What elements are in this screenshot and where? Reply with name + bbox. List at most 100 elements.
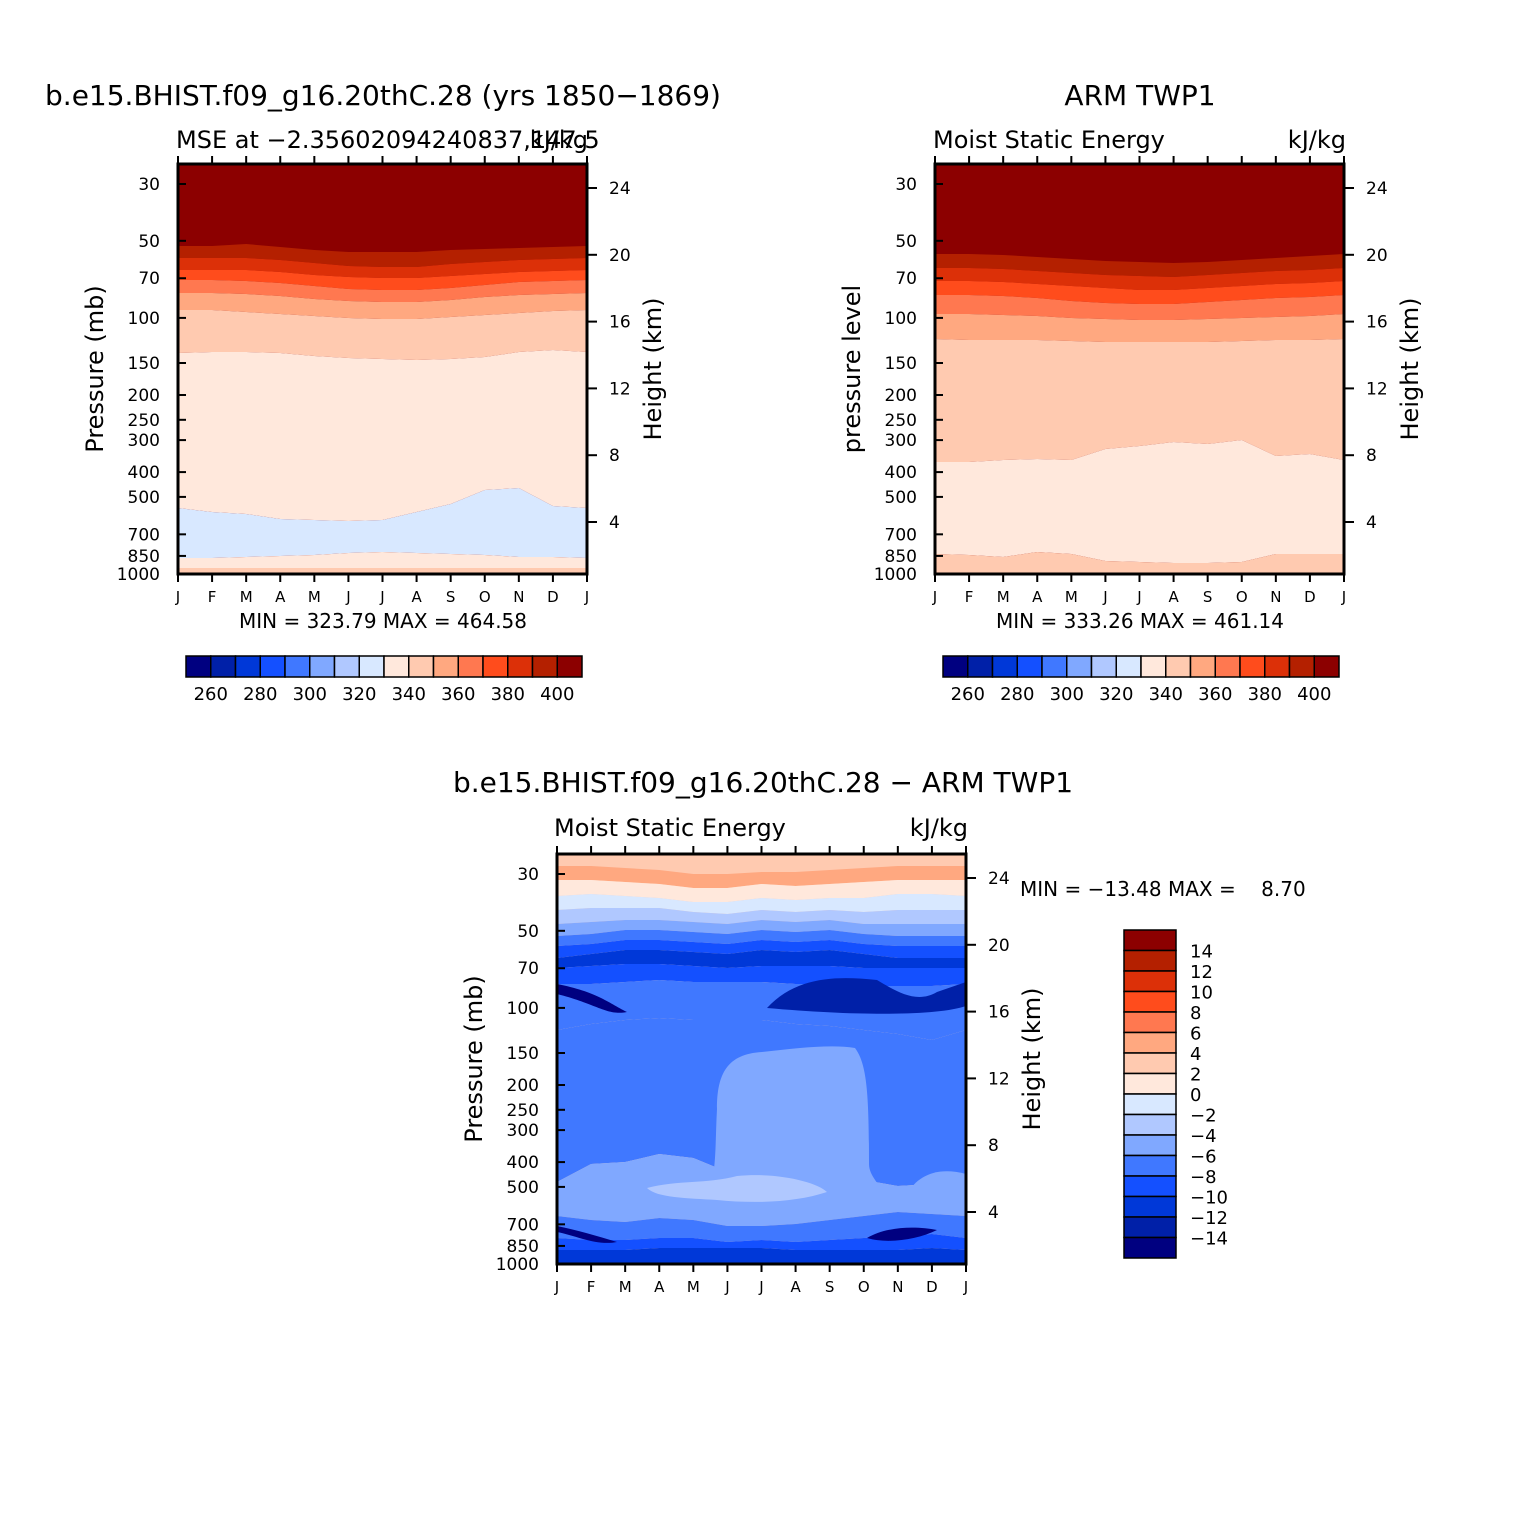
colorbar-swatch — [1123, 1031, 1177, 1054]
pressure-tick-label: 50 — [138, 232, 160, 252]
month-tick-label: N — [513, 588, 524, 606]
panel-obs-ylabel: pressure level — [838, 285, 866, 453]
month-tick-label: S — [825, 1278, 835, 1296]
colorbar-swatch — [259, 655, 286, 678]
colorbar-swatch — [333, 655, 360, 678]
panel-diff-title: b.e15.BHIST.f09_g16.20thC.28 − ARM TWP1 — [453, 766, 1073, 799]
panel-diff: b.e15.BHIST.f09_g16.20thC.28 − ARM TWP1 … — [453, 766, 1306, 1296]
panel-obs-contours — [935, 164, 1344, 574]
colorbar-label: −6 — [1190, 1147, 1217, 1168]
month-tick-label: D — [547, 588, 559, 606]
band-370 — [935, 281, 1344, 304]
band-350 — [178, 293, 587, 319]
month-tick-label: A — [790, 1278, 801, 1296]
month-tick-label: J — [1341, 588, 1346, 606]
colorbar-swatch — [1140, 655, 1167, 678]
panel-obs-left-subtitle: Moist Static Energy — [933, 126, 1165, 154]
band-320 — [178, 488, 587, 558]
pressure-tick-label: 150 — [507, 1044, 539, 1064]
height-tick-label: 12 — [609, 379, 631, 399]
panel-model-units: kJ/kg — [530, 126, 588, 154]
pressure-tick-label: 300 — [507, 1121, 539, 1141]
colorbar-swatch — [1123, 1134, 1177, 1157]
month-tick-label: J — [1136, 588, 1141, 606]
panel-diff-stats: MIN = −13.48 MAX = 8.70 — [1020, 877, 1306, 901]
height-tick-label: 4 — [609, 513, 620, 533]
colorbar-label: 400 — [1297, 684, 1331, 705]
colorbar-label: −8 — [1190, 1167, 1217, 1188]
month-tick-label: J — [724, 1278, 729, 1296]
colorbar-label: 12 — [1190, 962, 1213, 983]
colorbar-label: −14 — [1190, 1229, 1228, 1250]
panel-obs-title: ARM TWP1 — [1064, 79, 1215, 112]
colorbar-swatch — [942, 655, 969, 678]
band-m6d — [557, 1212, 966, 1242]
low-core-right — [867, 1227, 937, 1241]
colorbar-label: 14 — [1190, 942, 1213, 963]
pressure-tick-label: 250 — [128, 411, 160, 431]
panel-obs-units: kJ/kg — [1288, 126, 1346, 154]
colorbar-swatch — [991, 655, 1018, 678]
band-m8c — [557, 1234, 966, 1250]
month-tick-label: O — [1236, 588, 1248, 606]
pressure-tick-label: 250 — [507, 1101, 539, 1121]
colorbar-label: 300 — [293, 684, 327, 705]
colorbar-swatch — [1016, 655, 1043, 678]
height-tick-label: 4 — [988, 1203, 999, 1223]
colorbar-swatch — [432, 655, 459, 678]
pressure-tick-label: 400 — [507, 1153, 539, 1173]
month-tick-label: J — [175, 588, 180, 606]
pressure-tick-label: 100 — [885, 309, 917, 329]
colorbar-swatch — [1123, 970, 1177, 993]
pressure-tick-label: 400 — [128, 463, 160, 483]
colorbar-swatch — [1123, 949, 1177, 972]
band-380 — [178, 258, 587, 278]
month-tick-label: J — [379, 588, 384, 606]
colorbar-swatch — [457, 655, 484, 678]
month-tick-label: J — [1102, 588, 1107, 606]
month-tick-label: N — [892, 1278, 903, 1296]
pressure-tick-label: 700 — [507, 1215, 539, 1235]
colorbar-swatch — [531, 655, 558, 678]
month-tick-label: D — [926, 1278, 938, 1296]
colorbar-label: 400 — [540, 684, 574, 705]
pressure-tick-label: 850 — [885, 547, 917, 567]
month-tick-label: J — [932, 588, 937, 606]
month-tick-label: J — [554, 1278, 559, 1296]
month-tick-label: J — [584, 588, 589, 606]
band-m10 — [557, 950, 966, 968]
min-core-right — [767, 978, 966, 1014]
height-tick-label: 8 — [988, 1136, 999, 1156]
colorbar-label: 8 — [1190, 1003, 1201, 1024]
height-tick-label: 16 — [609, 313, 631, 333]
panel-obs-ylabel-right: Height (km) — [1396, 298, 1424, 441]
pressure-tick-label: 30 — [138, 175, 160, 195]
month-tick-label: M — [1065, 588, 1078, 606]
height-tick-label: 16 — [988, 1003, 1010, 1023]
colorbar-swatch — [284, 655, 311, 678]
colorbar-swatch — [1123, 1175, 1177, 1198]
month-tick-label: D — [1304, 588, 1316, 606]
month-tick-label: A — [275, 588, 286, 606]
colorbar-swatch — [408, 655, 435, 678]
height-tick-label: 12 — [1366, 379, 1388, 399]
pressure-tick-label: 100 — [507, 999, 539, 1019]
band-360 — [935, 295, 1344, 320]
height-tick-label: 4 — [1366, 513, 1377, 533]
pressure-tick-label: 700 — [128, 525, 160, 545]
pressure-tick-label: 200 — [507, 1076, 539, 1096]
band-m10b — [557, 1248, 966, 1264]
pressure-tick-label: 50 — [895, 232, 917, 252]
pressure-tick-label: 300 — [885, 431, 917, 451]
pressure-tick-label: 850 — [128, 547, 160, 567]
pressure-tick-label: 250 — [885, 411, 917, 431]
colorbar-swatch — [383, 655, 410, 678]
pressure-tick-label: 700 — [885, 525, 917, 545]
pressure-tick-label: 70 — [517, 959, 539, 979]
panel-model-title: b.e15.BHIST.f09_g16.20thC.28 (yrs 1850−1… — [45, 79, 721, 112]
colorbar-swatch — [358, 655, 385, 678]
height-tick-label: 8 — [609, 446, 620, 466]
